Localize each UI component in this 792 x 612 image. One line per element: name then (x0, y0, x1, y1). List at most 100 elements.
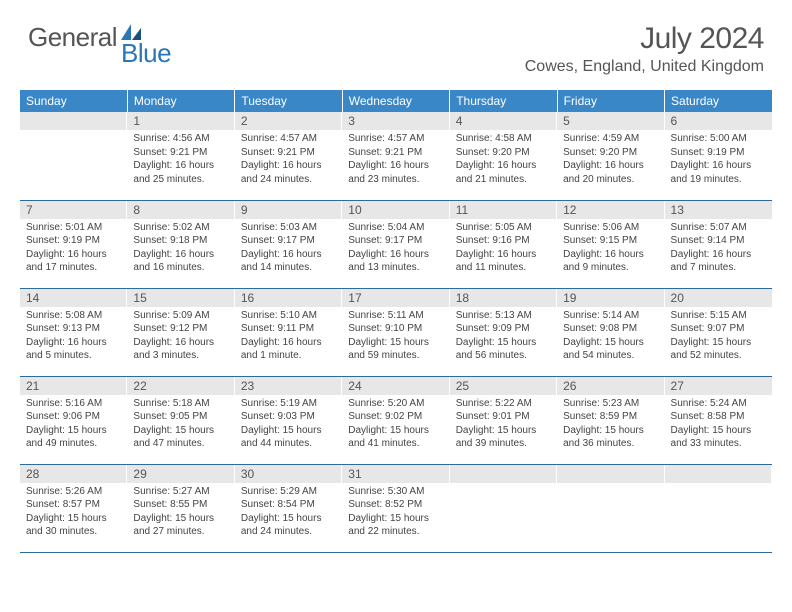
sunrise-line: Sunrise: 5:10 AM (241, 309, 336, 323)
calendar-day-cell (450, 464, 557, 552)
day-number: 10 (342, 201, 449, 219)
calendar-week-row: 28Sunrise: 5:26 AMSunset: 8:57 PMDayligh… (20, 464, 772, 552)
day-body: Sunrise: 5:04 AMSunset: 9:17 PMDaylight:… (342, 219, 449, 279)
weekday-header: Wednesday (342, 90, 449, 112)
sunrise-line: Sunrise: 5:27 AM (133, 485, 228, 499)
day-body: Sunrise: 5:10 AMSunset: 9:11 PMDaylight:… (235, 307, 342, 367)
sunset-line: Sunset: 9:20 PM (456, 146, 551, 160)
weekday-header: Sunday (20, 90, 127, 112)
daynum-empty (450, 465, 557, 483)
sunrise-line: Sunrise: 5:09 AM (133, 309, 228, 323)
day-number: 6 (665, 112, 772, 130)
daylight-line: Daylight: 16 hours and 13 minutes. (348, 248, 443, 275)
day-number: 24 (342, 377, 449, 395)
calendar-day-cell: 5Sunrise: 4:59 AMSunset: 9:20 PMDaylight… (557, 112, 664, 200)
daylight-line: Daylight: 15 hours and 41 minutes. (348, 424, 443, 451)
calendar-day-cell: 8Sunrise: 5:02 AMSunset: 9:18 PMDaylight… (127, 200, 234, 288)
calendar-day-cell: 10Sunrise: 5:04 AMSunset: 9:17 PMDayligh… (342, 200, 449, 288)
daylight-line: Daylight: 15 hours and 39 minutes. (456, 424, 551, 451)
calendar-week-row: 1Sunrise: 4:56 AMSunset: 9:21 PMDaylight… (20, 112, 772, 200)
sunset-line: Sunset: 9:17 PM (348, 234, 443, 248)
location-text: Cowes, England, United Kingdom (525, 58, 764, 76)
day-number: 5 (557, 112, 664, 130)
sunset-line: Sunset: 8:52 PM (348, 498, 443, 512)
calendar-day-cell: 24Sunrise: 5:20 AMSunset: 9:02 PMDayligh… (342, 376, 449, 464)
calendar-day-cell: 31Sunrise: 5:30 AMSunset: 8:52 PMDayligh… (342, 464, 449, 552)
sunrise-line: Sunrise: 5:01 AM (26, 221, 121, 235)
calendar-day-cell: 3Sunrise: 4:57 AMSunset: 9:21 PMDaylight… (342, 112, 449, 200)
daylight-line: Daylight: 16 hours and 25 minutes. (133, 159, 228, 186)
daylight-line: Daylight: 16 hours and 24 minutes. (241, 159, 336, 186)
sunset-line: Sunset: 9:21 PM (241, 146, 336, 160)
daylight-line: Daylight: 16 hours and 1 minute. (241, 336, 336, 363)
sunrise-line: Sunrise: 5:06 AM (563, 221, 658, 235)
sunrise-line: Sunrise: 5:22 AM (456, 397, 551, 411)
day-number: 16 (235, 289, 342, 307)
sunrise-line: Sunrise: 5:14 AM (563, 309, 658, 323)
day-body: Sunrise: 5:26 AMSunset: 8:57 PMDaylight:… (20, 483, 127, 543)
calendar-week-row: 21Sunrise: 5:16 AMSunset: 9:06 PMDayligh… (20, 376, 772, 464)
day-body: Sunrise: 5:30 AMSunset: 8:52 PMDaylight:… (342, 483, 449, 543)
sunrise-line: Sunrise: 5:11 AM (348, 309, 443, 323)
daylight-line: Daylight: 16 hours and 21 minutes. (456, 159, 551, 186)
title-block: July 2024 Cowes, England, United Kingdom (525, 22, 764, 76)
day-body: Sunrise: 5:27 AMSunset: 8:55 PMDaylight:… (127, 483, 234, 543)
day-body: Sunrise: 5:07 AMSunset: 9:14 PMDaylight:… (665, 219, 772, 279)
sunrise-line: Sunrise: 5:26 AM (26, 485, 121, 499)
daylight-line: Daylight: 15 hours and 52 minutes. (671, 336, 766, 363)
day-body: Sunrise: 5:20 AMSunset: 9:02 PMDaylight:… (342, 395, 449, 455)
calendar-day-cell (665, 464, 772, 552)
calendar-week-row: 7 Sunrise: 5:01 AMSunset: 9:19 PM Daylight… (20, 200, 772, 288)
daylight-line: Daylight: 15 hours and 30 minutes. (26, 512, 121, 539)
day-body: Sunrise: 5:08 AMSunset: 9:13 PMDaylight:… (20, 307, 127, 367)
day-number: 15 (127, 289, 234, 307)
daylight-line: Daylight: 16 hours and 19 minutes. (671, 159, 766, 186)
sunset-line: Sunset: 9:12 PM (133, 322, 228, 336)
daylight-line: Daylight: 15 hours and 54 minutes. (563, 336, 658, 363)
day-number: 7 (20, 201, 127, 219)
sunrise-line: Sunrise: 4:59 AM (563, 132, 658, 146)
sunset-line: Sunset: 9:18 PM (133, 234, 228, 248)
day-number: 23 (235, 377, 342, 395)
sunset-line: Sunset: 9:19 PM (26, 234, 121, 248)
day-body: Sunrise: 5:23 AMSunset: 8:59 PMDaylight:… (557, 395, 664, 455)
calendar-day-cell: 2Sunrise: 4:57 AMSunset: 9:21 PMDaylight… (235, 112, 342, 200)
calendar-day-cell (557, 464, 664, 552)
daylight-line: Daylight: 15 hours and 22 minutes. (348, 512, 443, 539)
daylight-line: Daylight: 16 hours and 3 minutes. (133, 336, 228, 363)
calendar-table: Sunday Monday Tuesday Wednesday Thursday… (20, 90, 772, 553)
sunset-line: Sunset: 9:17 PM (241, 234, 336, 248)
day-body: Sunrise: 4:56 AMSunset: 9:21 PMDaylight:… (127, 130, 234, 190)
day-number: 17 (342, 289, 449, 307)
day-body: Sunrise: 5:22 AMSunset: 9:01 PMDaylight:… (450, 395, 557, 455)
weekday-header-row: Sunday Monday Tuesday Wednesday Thursday… (20, 90, 772, 112)
sunrise-line: Sunrise: 5:04 AM (348, 221, 443, 235)
sunset-line: Sunset: 9:08 PM (563, 322, 658, 336)
calendar-day-cell: 25Sunrise: 5:22 AMSunset: 9:01 PMDayligh… (450, 376, 557, 464)
day-number: 12 (557, 201, 664, 219)
weekday-header: Friday (557, 90, 664, 112)
daylight-line: Daylight: 16 hours and 23 minutes. (348, 159, 443, 186)
day-number: 11 (450, 201, 557, 219)
sunset-line: Sunset: 9:07 PM (671, 322, 766, 336)
calendar-day-cell: 15 Sunrise: 5:09 AMSunset: 9:12 PMDayligh… (127, 288, 234, 376)
day-number: 4 (450, 112, 557, 130)
sunrise-line: Sunrise: 5:30 AM (348, 485, 443, 499)
daylight-line: Daylight: 15 hours and 47 minutes. (133, 424, 228, 451)
sunrise-line: Sunrise: 5:23 AM (563, 397, 658, 411)
month-title: July 2024 (525, 22, 764, 56)
sunrise-line: Sunrise: 5:15 AM (671, 309, 766, 323)
calendar-day-cell: 20Sunrise: 5:15 AMSunset: 9:07 PMDayligh… (665, 288, 772, 376)
weekday-header: Monday (127, 90, 234, 112)
sunrise-line: Sunrise: 5:29 AM (241, 485, 336, 499)
day-body: Sunrise: 4:59 AMSunset: 9:20 PMDaylight:… (557, 130, 664, 190)
weekday-header: Tuesday (235, 90, 342, 112)
day-body: Sunrise: 5:06 AMSunset: 9:15 PMDaylight:… (557, 219, 664, 279)
sunset-line: Sunset: 8:59 PM (563, 410, 658, 424)
sunset-line: Sunset: 8:58 PM (671, 410, 766, 424)
sunrise-line: Sunrise: 5:24 AM (671, 397, 766, 411)
daylight-line: Daylight: 15 hours and 27 minutes. (133, 512, 228, 539)
calendar-day-cell (20, 112, 127, 200)
day-number: 1 (127, 112, 234, 130)
weekday-header: Saturday (665, 90, 772, 112)
